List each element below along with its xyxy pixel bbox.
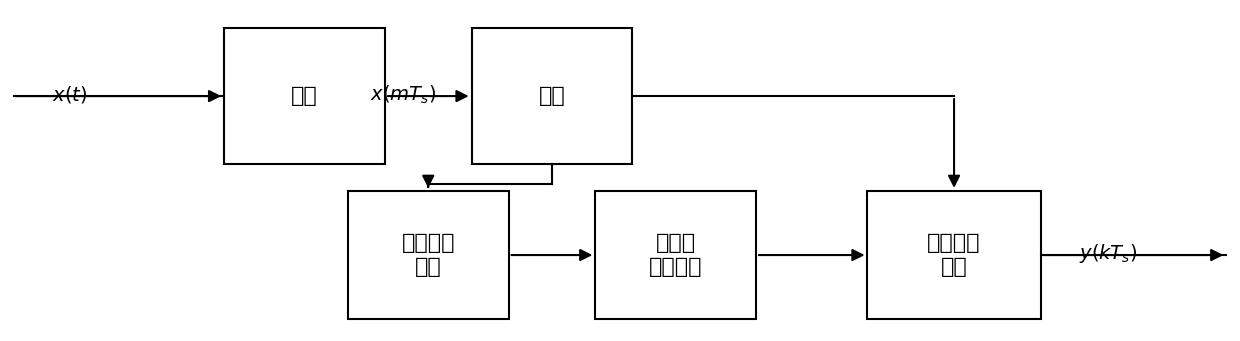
FancyBboxPatch shape — [347, 191, 508, 319]
FancyBboxPatch shape — [471, 28, 632, 164]
Text: 解调: 解调 — [538, 86, 565, 106]
Text: 采样: 采样 — [291, 86, 317, 106]
Text: 重采样
指示信号: 重采样 指示信号 — [649, 234, 702, 277]
FancyBboxPatch shape — [868, 191, 1040, 319]
FancyBboxPatch shape — [224, 28, 384, 164]
Text: $x(mT_s)$: $x(mT_s)$ — [371, 83, 436, 106]
Text: $x(t)$: $x(t)$ — [52, 84, 87, 105]
Text: 时钟偏差
检测: 时钟偏差 检测 — [402, 234, 455, 277]
Text: $y(kT_s)$: $y(kT_s)$ — [1080, 242, 1138, 265]
Text: 异步数据
恢复: 异步数据 恢复 — [928, 234, 981, 277]
FancyBboxPatch shape — [595, 191, 756, 319]
